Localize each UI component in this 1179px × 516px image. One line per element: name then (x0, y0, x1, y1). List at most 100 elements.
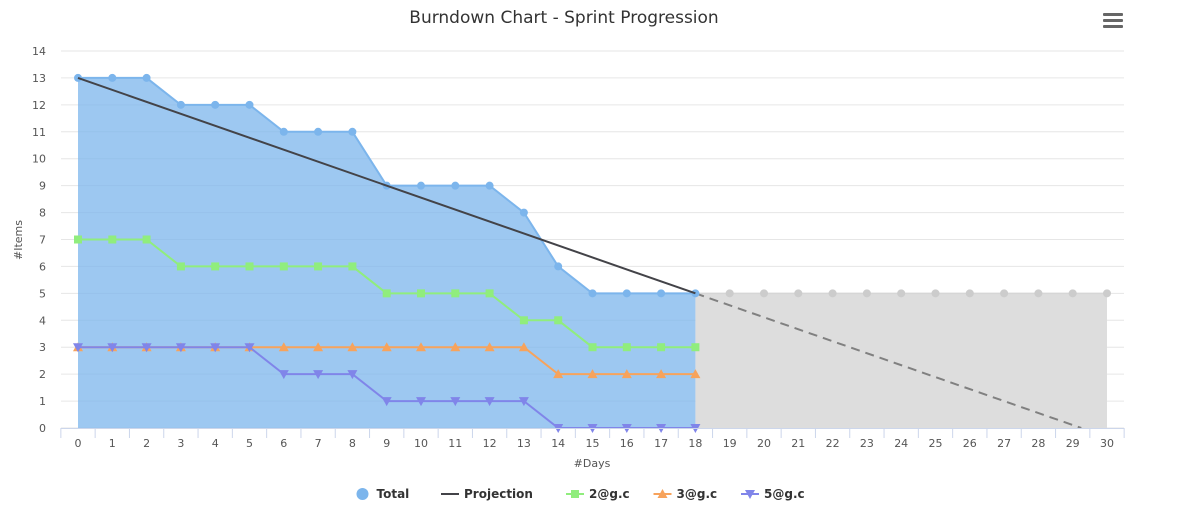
legend-label: Projection (464, 487, 533, 501)
series-5-g-c-point (450, 397, 461, 407)
series-total-area (78, 77, 696, 428)
series-2-g-c-point (279, 262, 288, 271)
hamburger-icon-bar (1103, 19, 1123, 22)
y-tick-label: 11 (32, 126, 46, 139)
y-tick-label: 9 (39, 180, 46, 193)
chart-menu-button[interactable] (1100, 10, 1126, 32)
y-tick-label: 1 (39, 395, 46, 408)
series-2-g-c-point (314, 262, 323, 271)
series-total-point (176, 100, 185, 109)
hamburger-icon-bar (1103, 13, 1123, 16)
x-tick-label: 8 (349, 437, 356, 450)
x-tick-label: 30 (1100, 437, 1114, 450)
forecast-point (794, 289, 803, 298)
series-5-g-c-point (210, 343, 221, 353)
legend-label: Total (377, 487, 410, 501)
series-total-point (519, 208, 528, 217)
series-2-g-c-point (417, 289, 425, 298)
x-tick-label: 11 (448, 437, 462, 450)
series-5-g-c-point (381, 397, 392, 407)
x-tick-label: 0 (75, 437, 82, 450)
series-3-g-c-point (690, 369, 701, 379)
series-2-g-c-point (211, 262, 220, 271)
y-tick-label: 8 (39, 207, 46, 220)
series-5-g-c-point (313, 370, 324, 380)
series-projection-line (77, 76, 696, 295)
series-2-g-c-point (519, 316, 528, 325)
forecast-point (1068, 289, 1077, 298)
x-tick-label: 10 (414, 437, 428, 450)
y-tick-label: 14 (32, 45, 46, 58)
series-3-g-c-point (313, 342, 324, 352)
forecast-point (931, 289, 940, 298)
x-tick-label: 29 (1066, 437, 1080, 450)
series-2-g-c-point (622, 343, 631, 352)
series-total-point (485, 181, 494, 190)
series-2-g-c-point (74, 235, 82, 244)
x-tick-label: 14 (551, 437, 565, 450)
y-tick-label: 5 (39, 287, 46, 300)
x-tick-label: 7 (315, 437, 322, 450)
series-3-g-c-point (587, 369, 598, 379)
series-2-g-c-point (348, 262, 357, 271)
x-tick-label: 19 (723, 437, 737, 450)
series-5-g-c-point (244, 343, 255, 353)
x-tick-label: 9 (383, 437, 390, 450)
forecast-point (1034, 289, 1043, 298)
x-tick-label: 4 (212, 437, 219, 450)
forecast-area (695, 289, 1111, 429)
series-total-point (622, 289, 631, 298)
series-total-point (142, 73, 151, 82)
series-3-g-c-point (278, 342, 289, 352)
legend-item: Projection (441, 487, 533, 501)
series-3-g-c-point (656, 369, 667, 379)
legend-item: 3@g.c (653, 487, 717, 501)
series-5-g-c-point (347, 370, 358, 380)
y-tick-label: 3 (39, 341, 46, 354)
series-2-g-c-point (176, 262, 185, 271)
series-2-g-c-point (657, 343, 666, 352)
series-2-g-c-point (245, 262, 254, 271)
series-total-point (417, 181, 425, 190)
series-3-g-c-point (416, 342, 426, 352)
x-tick-label: 26 (963, 437, 977, 450)
series-3-g-c-point (450, 342, 461, 352)
x-tick-label: 13 (517, 437, 531, 450)
x-tick-label: 16 (620, 437, 634, 450)
series-5-g-c-point (278, 370, 289, 380)
series-total-point (211, 100, 220, 109)
x-tick-label: 5 (246, 437, 253, 450)
x-tick-label: 22 (826, 437, 840, 450)
series-2-g-c-point (691, 343, 700, 352)
x-tick-label: 20 (757, 437, 771, 450)
legend-item: Total (356, 487, 410, 501)
chart-title: Burndown Chart - Sprint Progression (409, 8, 718, 28)
x-axis-title: #Days (574, 457, 611, 470)
series-2-g-c-point (588, 343, 597, 352)
series-5-g-c-point (175, 343, 186, 353)
y-tick-label: 12 (32, 99, 46, 112)
x-tick-label: 6 (280, 437, 287, 450)
series-3-g-c-point (347, 342, 358, 352)
y-tick-label: 10 (32, 153, 46, 166)
legend-item: 2@g.c (566, 487, 630, 501)
series-3-g-c-point (621, 369, 632, 379)
y-tick-label: 0 (39, 422, 46, 435)
forecast-point (725, 289, 734, 298)
series-3-g-c-point (553, 369, 564, 379)
hamburger-icon-bar (1103, 25, 1123, 28)
forecast-point (965, 289, 974, 298)
plot-series (73, 73, 701, 433)
forecast-point (1103, 289, 1111, 298)
series-total-point (348, 127, 357, 136)
y-tick-label: 4 (39, 314, 46, 327)
series-5-g-c-point (416, 397, 426, 407)
forecast-projection-line (695, 292, 1082, 429)
x-tick-label: 25 (929, 437, 943, 450)
series-total-point (245, 100, 254, 109)
x-tick-label: 17 (654, 437, 668, 450)
forecast-point (828, 289, 837, 298)
legend-symbol (657, 489, 668, 498)
